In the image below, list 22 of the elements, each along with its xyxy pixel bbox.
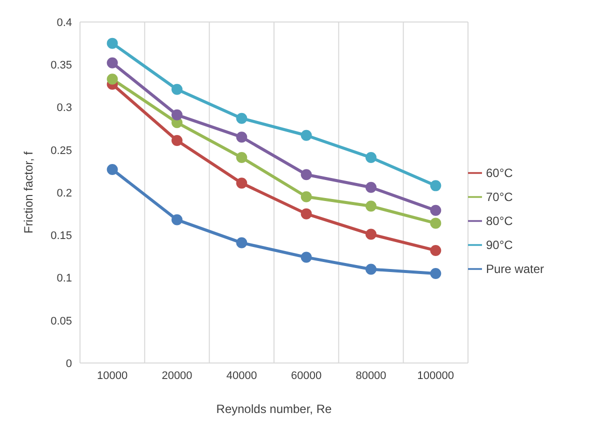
y-tick-label: 0.4 <box>56 16 72 29</box>
y-tick-label: 0.25 <box>50 144 72 157</box>
legend-label: 70°C <box>486 190 513 204</box>
x-tick-label: 40000 <box>226 370 257 382</box>
y-tick-label: 0.3 <box>56 102 72 114</box>
legend-label: Pure water <box>486 262 544 276</box>
x-tick-label: 60000 <box>291 370 322 382</box>
y-tick-label: 0.05 <box>50 315 72 328</box>
x-tick-label: 10000 <box>97 370 128 382</box>
x-tick-label: 20000 <box>162 370 192 382</box>
y-tick-label: 0.35 <box>50 60 72 72</box>
legend-label: 60°C <box>486 166 513 180</box>
y-tick-label: 0.1 <box>56 272 72 285</box>
legend-label: 80°C <box>486 214 513 228</box>
legend-label: 90°C <box>486 238 513 252</box>
x-tick-label: 80000 <box>356 370 386 382</box>
y-axis-title: Friction factor, f <box>21 150 36 234</box>
x-axis-title: Reynolds number, Re <box>216 402 332 416</box>
y-tick-label: 0.2 <box>56 187 72 200</box>
x-tick-label: 100000 <box>417 370 454 382</box>
y-tick-label: 0 <box>66 358 72 370</box>
y-tick-label: 0.15 <box>50 230 72 242</box>
